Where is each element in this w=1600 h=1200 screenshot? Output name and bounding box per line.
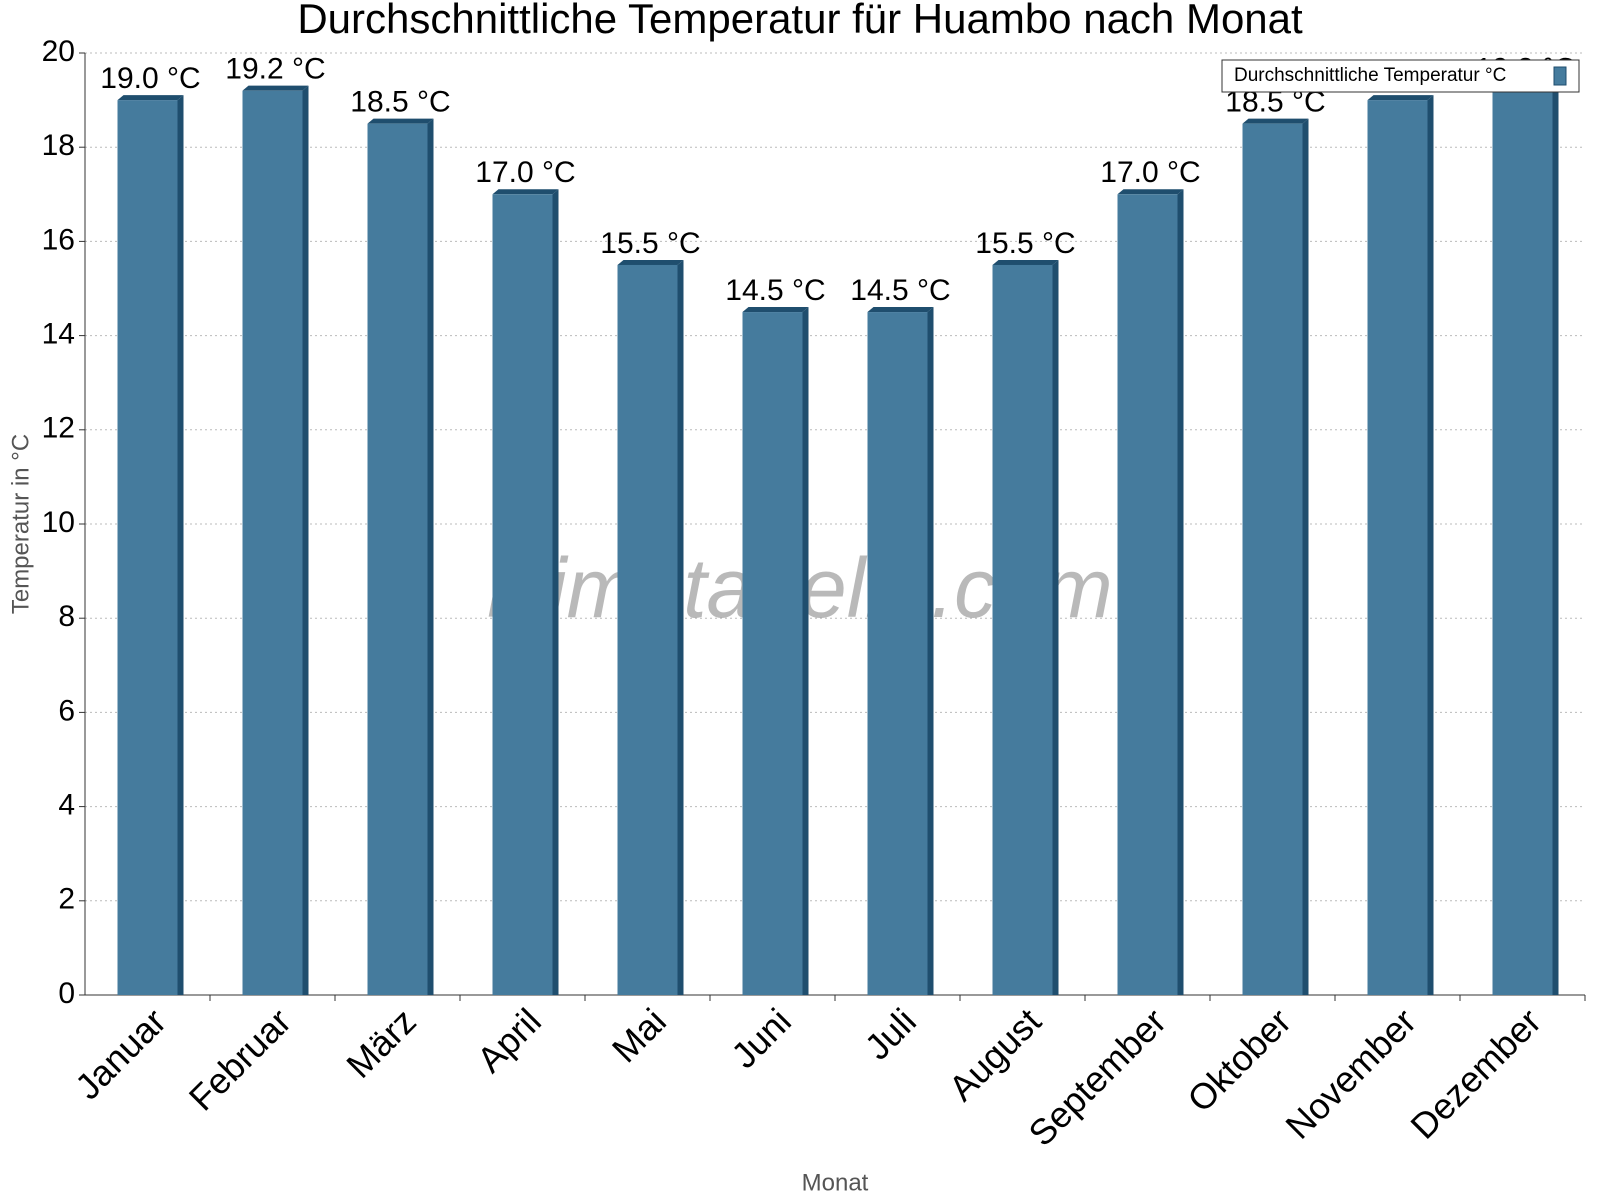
bar-side xyxy=(1552,85,1559,996)
value-label: 17.0 °C xyxy=(1100,156,1200,189)
bar xyxy=(617,264,678,995)
bar-top xyxy=(117,95,184,101)
y-tick-label: 20 xyxy=(42,35,75,68)
legend-swatch xyxy=(1553,66,1567,86)
bar xyxy=(867,312,928,995)
value-label: 19.0 °C xyxy=(100,62,200,95)
bar xyxy=(1117,194,1178,996)
y-tick-label: 0 xyxy=(58,977,75,1010)
x-tick-label: März xyxy=(338,1000,424,1086)
y-tick-label: 18 xyxy=(42,129,75,162)
x-tick-label: August xyxy=(941,1000,1049,1108)
x-tick-label: Juli xyxy=(857,1000,924,1067)
bar xyxy=(242,90,303,996)
value-label: 18.5 °C xyxy=(350,86,450,119)
value-label: 19.2 °C xyxy=(225,53,325,86)
bar-top xyxy=(492,189,559,195)
x-tick-label: April xyxy=(469,1000,549,1080)
bar-side xyxy=(1052,259,1059,995)
x-tick-label: Februar xyxy=(181,1000,299,1118)
bar-side xyxy=(427,118,434,995)
y-tick-label: 14 xyxy=(42,318,75,351)
bar-top xyxy=(1242,118,1309,124)
bar-top xyxy=(742,307,809,313)
bar xyxy=(742,312,803,995)
bar-side xyxy=(802,307,809,995)
bar-side xyxy=(177,95,184,996)
bar-top xyxy=(1367,95,1434,101)
y-tick-label: 6 xyxy=(58,694,75,727)
bar-top xyxy=(867,307,934,313)
x-tick-label: September xyxy=(1020,1000,1174,1154)
y-tick-label: 10 xyxy=(42,506,75,539)
x-tick-label: Januar xyxy=(67,1000,174,1107)
legend-label: Durchschnittliche Temperatur °C xyxy=(1234,65,1506,86)
bar xyxy=(992,264,1053,995)
y-tick-label: 2 xyxy=(58,883,75,916)
value-label: 14.5 °C xyxy=(850,274,950,307)
x-tick-label: Mai xyxy=(604,1000,674,1070)
bar-side xyxy=(1427,95,1434,996)
value-label: 17.0 °C xyxy=(475,156,575,189)
bar-top xyxy=(242,85,309,91)
value-label: 15.5 °C xyxy=(975,227,1075,260)
bar xyxy=(1367,100,1428,996)
bar-top xyxy=(367,118,434,124)
bar-side xyxy=(552,189,559,996)
x-tick-label: November xyxy=(1277,1000,1423,1146)
bar-top xyxy=(1117,189,1184,195)
value-label: 14.5 °C xyxy=(725,274,825,307)
bar-side xyxy=(677,259,684,995)
bar xyxy=(117,100,178,996)
bar-side xyxy=(927,307,934,995)
y-tick-label: 12 xyxy=(42,412,75,445)
y-tick-label: 8 xyxy=(58,600,75,633)
bar-top xyxy=(992,259,1059,265)
bar-side xyxy=(1302,118,1309,995)
bar xyxy=(367,123,428,995)
y-tick-label: 16 xyxy=(42,223,75,256)
chart-title: Durchschnittliche Temperatur für Huambo … xyxy=(297,0,1303,42)
bar xyxy=(1492,90,1553,996)
bar-side xyxy=(302,85,309,996)
x-axis-title: Monat xyxy=(802,1169,869,1196)
value-label: 15.5 °C xyxy=(600,227,700,260)
x-tick-label: Oktober xyxy=(1179,1000,1299,1120)
bar-side xyxy=(1177,189,1184,996)
bar-top xyxy=(617,259,684,265)
bar xyxy=(1242,123,1303,995)
x-tick-label: Juni xyxy=(723,1000,799,1076)
bar xyxy=(492,194,553,996)
y-axis-title: Temperatur in °C xyxy=(7,434,34,614)
legend-box xyxy=(1221,59,1580,93)
x-tick-label: Dezember xyxy=(1402,1000,1548,1146)
y-tick-label: 4 xyxy=(58,789,75,822)
